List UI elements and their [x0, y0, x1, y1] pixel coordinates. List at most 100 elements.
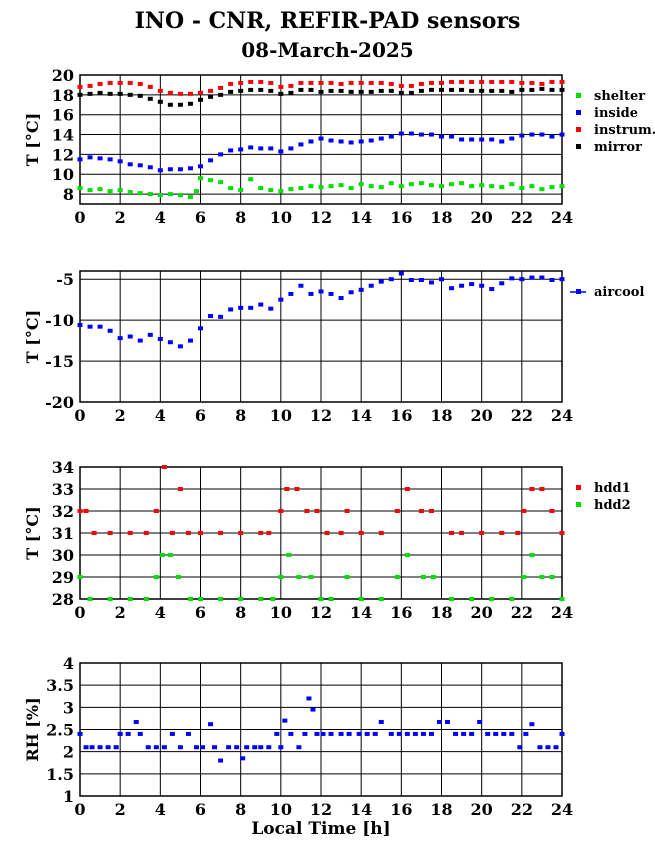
data-point	[348, 80, 354, 85]
data-point	[298, 186, 304, 191]
data-point	[198, 326, 203, 331]
data-point	[157, 336, 163, 341]
x-tick-label: 4	[155, 208, 166, 227]
data-point	[187, 166, 193, 171]
data-point	[125, 731, 131, 736]
data-point	[268, 306, 274, 311]
data-point	[77, 509, 83, 513]
data-point	[308, 87, 314, 92]
x-tick-label: 2	[115, 208, 126, 227]
x-tick-label: 10	[270, 800, 292, 819]
data-point	[278, 509, 284, 513]
data-point	[469, 282, 475, 287]
data-point	[238, 597, 244, 601]
data-point	[408, 278, 414, 283]
data-point	[418, 81, 424, 86]
data-point	[133, 719, 139, 724]
y-tick-label: 1.5	[46, 765, 74, 784]
data-point	[378, 185, 384, 190]
x-tick-label: 14	[350, 406, 372, 425]
x-tick-label: 10	[270, 603, 292, 622]
data-point	[143, 597, 149, 601]
data-point	[298, 87, 304, 92]
y-tick-label: 33	[52, 480, 74, 499]
x-tick-label: 14	[350, 603, 372, 622]
x-tick-label: 22	[511, 208, 533, 227]
data-point	[193, 189, 199, 194]
x-axis-label: Local Time [h]	[251, 819, 390, 839]
data-point	[137, 81, 143, 86]
data-point	[240, 756, 246, 761]
plot-frame	[79, 270, 563, 403]
data-point	[364, 731, 370, 736]
data-point	[449, 182, 455, 187]
plot-frame	[79, 74, 563, 205]
y-tick-label: 1	[63, 787, 74, 806]
x-tick-label: 10	[270, 208, 292, 227]
x-tick-label: 6	[195, 208, 206, 227]
data-point	[559, 184, 565, 189]
data-point	[412, 731, 418, 736]
y-tick-label: -10	[45, 311, 74, 330]
legend-label: shelter	[594, 89, 645, 104]
y-tick-label: 2	[63, 743, 74, 762]
data-point	[499, 531, 505, 535]
data-point	[113, 745, 119, 750]
data-point	[509, 182, 515, 187]
data-point	[428, 509, 434, 513]
x-tick-label: 0	[74, 208, 85, 227]
data-point	[519, 186, 525, 191]
data-point	[107, 80, 113, 85]
data-point	[358, 139, 364, 144]
x-tick-label: 4	[155, 603, 166, 622]
data-point	[439, 134, 444, 139]
data-point	[445, 719, 451, 724]
data-point	[97, 745, 103, 750]
data-point	[479, 531, 485, 535]
data-point	[153, 575, 159, 579]
data-point	[489, 287, 495, 292]
data-point	[278, 189, 284, 194]
data-point	[228, 148, 234, 153]
data-point	[338, 296, 344, 301]
data-point	[294, 487, 300, 491]
data-point	[493, 731, 499, 736]
data-point	[559, 731, 565, 736]
data-point	[378, 719, 384, 724]
data-point	[489, 88, 495, 93]
data-point	[187, 101, 193, 106]
data-point	[539, 575, 545, 579]
data-point	[469, 88, 475, 93]
x-tick-label: 22	[511, 406, 533, 425]
data-point	[559, 597, 565, 601]
data-point	[338, 81, 344, 86]
x-tick-label: 20	[471, 800, 493, 819]
x-tick-label: 12	[310, 208, 332, 227]
data-point	[198, 90, 203, 95]
y-tick-label: -5	[56, 270, 74, 289]
data-point	[485, 731, 491, 736]
data-point	[521, 575, 527, 579]
x-tick-label: 0	[74, 406, 85, 425]
data-point	[127, 162, 133, 167]
data-point	[77, 323, 83, 328]
data-point	[296, 745, 302, 750]
data-point	[208, 94, 214, 99]
data-point	[388, 181, 394, 186]
data-point	[328, 731, 334, 736]
data-point	[398, 271, 404, 276]
data-point	[127, 190, 133, 195]
plot-frame	[79, 662, 563, 797]
data-point	[238, 88, 244, 93]
data-point	[539, 86, 545, 91]
data-point	[107, 597, 113, 601]
data-point	[499, 281, 505, 286]
data-point	[304, 509, 310, 513]
x-tick-label: 2	[115, 603, 126, 622]
y-axis-label: RH [%]	[23, 697, 42, 761]
data-point	[258, 745, 264, 750]
data-point	[137, 338, 143, 343]
data-point	[489, 137, 495, 142]
data-point	[539, 275, 545, 280]
data-point	[127, 597, 133, 601]
